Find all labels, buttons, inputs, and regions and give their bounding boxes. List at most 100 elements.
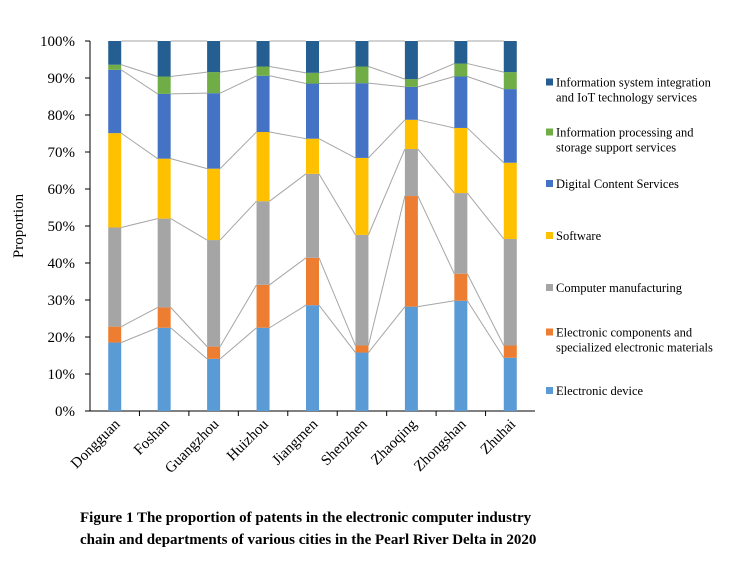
x-tick-label: Guangzhou [162, 416, 223, 477]
bar-segment [503, 72, 517, 90]
bar-segment [306, 72, 319, 84]
legend-swatch [546, 180, 553, 187]
series-line [120, 132, 158, 160]
series-line [269, 66, 307, 74]
series-line [368, 119, 406, 159]
bar-segment [157, 41, 171, 77]
legend-swatch [546, 78, 553, 86]
series-line [121, 327, 158, 344]
x-tick-label: Zhongshan [411, 416, 470, 475]
caption-line-2: chain and departments of various cities … [80, 532, 537, 548]
y-tick-label: 90% [48, 71, 76, 87]
series-line [466, 127, 505, 164]
stacked-bar-chart: 0% 10% 20% 30% 40% 50% 60% 70% 80% 90% 100% Proport… [11, 34, 713, 477]
y-axis-label: Proportion [11, 193, 27, 258]
series-line [170, 158, 208, 170]
y-tick-label: 80% [48, 108, 76, 124]
series-line [269, 75, 307, 85]
series-line [220, 66, 257, 73]
series-line [120, 69, 158, 95]
bar-segment [157, 158, 171, 219]
bar-segment [503, 89, 517, 163]
legend-swatch [546, 387, 553, 394]
series-line [269, 257, 307, 286]
bar-segment [157, 307, 171, 328]
legend-label: Information processing and [556, 126, 694, 140]
series-line [368, 66, 406, 80]
y-tick-label: 10% [48, 367, 76, 383]
bar-segment [207, 346, 221, 359]
series-line [219, 200, 257, 241]
y-tick-label: 40% [48, 256, 76, 272]
series-line [170, 71, 208, 78]
series-line [219, 327, 257, 360]
bar-segment [404, 149, 418, 197]
series-line [170, 92, 208, 95]
bar-segment [503, 162, 517, 239]
series-line [219, 75, 257, 94]
bar-segment [454, 63, 468, 77]
y-tick-label: 50% [48, 219, 76, 235]
series-line [269, 304, 307, 329]
x-tick-label: Dongguan [68, 416, 124, 472]
bar-segment [207, 72, 221, 94]
series-line [466, 300, 505, 358]
series-line [121, 64, 158, 77]
bar-segment [306, 173, 319, 258]
bar-segment [355, 41, 369, 67]
bar-segment [454, 127, 468, 194]
legend-label: Electronic device [556, 384, 644, 398]
series-line [170, 327, 208, 360]
bar-segment [404, 196, 418, 307]
series-line [467, 76, 504, 90]
series-line [318, 138, 356, 159]
x-tick-label: Jiangmen [269, 416, 321, 468]
legend-label: Digital Content Services [556, 177, 679, 191]
bar-segment [108, 64, 122, 70]
legend-swatch [546, 232, 553, 239]
legend-label: and IoT technology services [556, 91, 697, 105]
bar-segment [157, 93, 171, 159]
legend-swatch [546, 328, 553, 336]
bar-segment [306, 138, 319, 174]
bar-segment [207, 240, 221, 347]
bar-segment [108, 227, 122, 327]
bar-segment [454, 41, 468, 64]
bar-segment [108, 41, 122, 65]
bar-segment [355, 157, 369, 235]
legend-label: Computer manufacturing [556, 281, 683, 295]
bar-segment [454, 273, 468, 301]
bar-segment [306, 257, 319, 306]
series-line [417, 76, 455, 88]
series-line [417, 148, 455, 194]
y-tick-label: 20% [48, 330, 76, 346]
bar-segment [454, 76, 468, 128]
legend-swatch [546, 284, 553, 291]
bar-segment [355, 83, 369, 158]
legend-label: storage support services [556, 141, 676, 155]
bar-segment [404, 86, 418, 120]
bar-segment [108, 326, 122, 343]
bar-segment [207, 93, 221, 169]
series-line [318, 257, 356, 346]
bar-segment [108, 69, 122, 134]
bar-segment [256, 284, 270, 328]
series-line [368, 306, 406, 353]
y-tick-label: 30% [48, 293, 76, 309]
series-line [219, 284, 257, 347]
series-line [269, 131, 307, 140]
series-line [367, 148, 406, 236]
bar-segment [157, 218, 171, 308]
x-tick-label: Foshan [131, 416, 173, 458]
x-tick-label: Zhaoqing [368, 416, 420, 468]
series-line [417, 195, 455, 274]
caption-line-1: Figure 1 The proportion of patents in th… [80, 510, 532, 526]
series-line [467, 63, 504, 73]
bar-segment [256, 41, 270, 67]
y-tick-label: 0% [55, 404, 75, 420]
series-line [318, 173, 356, 236]
bar-segment [404, 41, 418, 80]
bar-segment [207, 358, 221, 411]
series-line [121, 218, 158, 228]
bar-segment [207, 41, 221, 73]
